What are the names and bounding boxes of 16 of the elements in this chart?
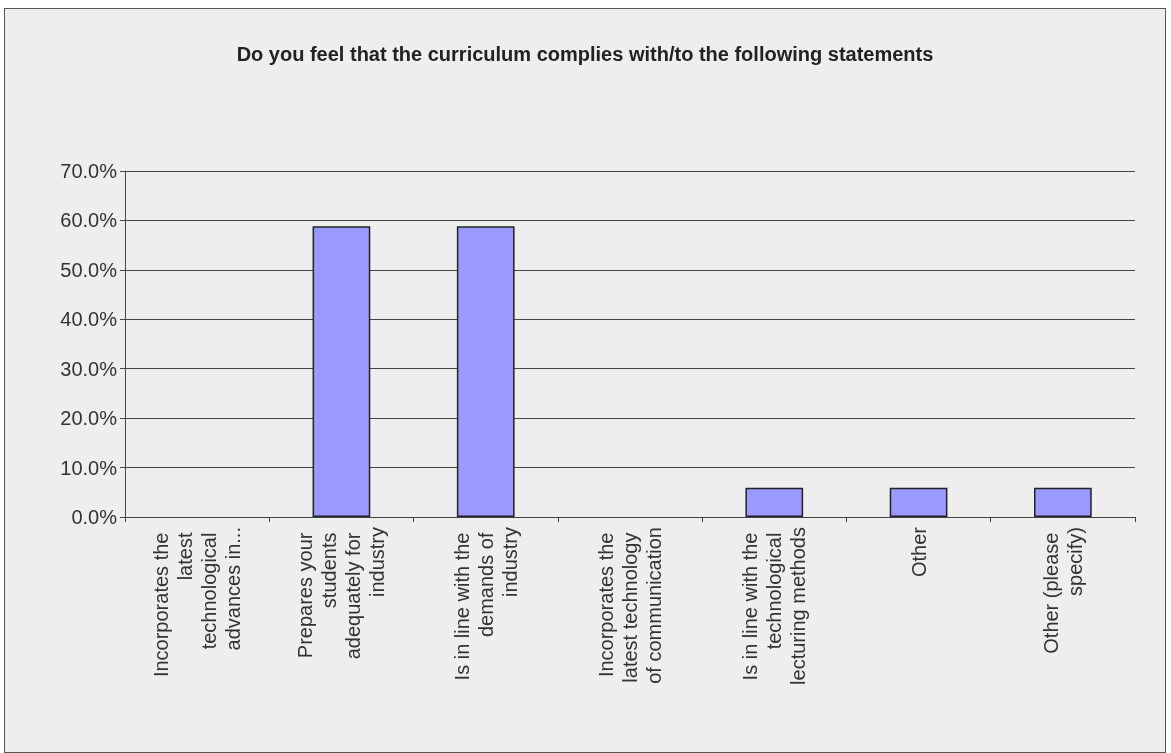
- y-tick-label: 10.0%: [60, 456, 118, 479]
- y-tick-label: 0.0%: [71, 506, 118, 528]
- y-tick-label: 40.0%: [60, 308, 118, 331]
- x-tick-label: Prepares your students adequately for industry: [294, 527, 389, 660]
- x-tick-label: Other (please specify): [1039, 527, 1086, 654]
- y-tick-label: 30.0%: [60, 357, 118, 380]
- chart-title: Do you feel that the curriculum complies with/to the following statements: [236, 43, 934, 65]
- x-tick-label: Incorporates the latest technology of communication: [595, 527, 665, 684]
- y-tick-label: 20.0%: [60, 407, 118, 430]
- y-tick-label: 60.0%: [60, 209, 118, 232]
- y-tick-label: 70.0%: [60, 160, 118, 182]
- x-tick-label: Incorporates the latest technological advances in...: [150, 527, 245, 678]
- x-tick-label: Is in line with the demands of industry: [450, 527, 521, 681]
- y-tick-label: 50.0%: [60, 258, 118, 281]
- x-tick-label: Other: [907, 526, 930, 578]
- x-tick-label: Is in line with the technological lecturing methods: [739, 527, 810, 685]
